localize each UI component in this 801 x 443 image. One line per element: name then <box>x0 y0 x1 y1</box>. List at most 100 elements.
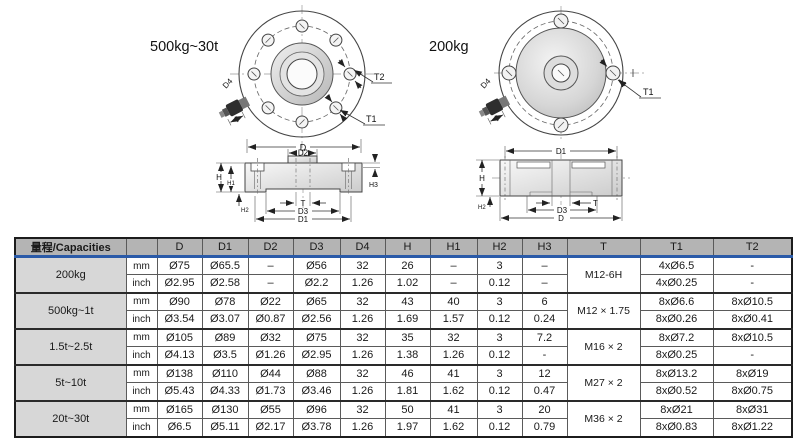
section-view-200kg: D1 H H2 T D3 D <box>476 146 630 223</box>
capacity-cell: 20t~30t <box>14 399 127 437</box>
value-cell: 0.12 <box>476 418 523 437</box>
value-cell: Ø65 <box>292 291 341 311</box>
value-cell: 0.24 <box>521 310 568 329</box>
value-cell: Ø78 <box>201 291 249 311</box>
value-cell: Ø0.87 <box>247 310 294 329</box>
value-cell: Ø3.07 <box>201 310 249 329</box>
unit-cell-mm: mm <box>125 327 158 347</box>
value-cell: - <box>521 346 568 365</box>
value-cell: – <box>247 256 294 275</box>
value-cell: Ø32 <box>247 327 294 347</box>
d2-dim-label: D2 <box>298 149 309 158</box>
table-header-row: 量程/Capacities D D1 D2 D3 D4 H H1 H2 H3 T… <box>14 237 793 258</box>
right-model-title: 200kg <box>429 39 469 55</box>
unit-cell-inch: inch <box>125 418 158 437</box>
value-cell: 3 <box>476 291 523 311</box>
col-header-t: T <box>566 237 641 258</box>
h-dim-label: H <box>479 174 485 183</box>
value-cell: Ø56 <box>292 256 341 275</box>
bolt-hole-slots <box>251 23 353 125</box>
col-header-d2: D2 <box>247 237 294 258</box>
t1-label: T1 <box>643 87 654 97</box>
value-cell: Ø2.58 <box>201 274 249 293</box>
value-cell: Ø138 <box>156 363 203 383</box>
value-cell: 8xØ19 <box>712 363 793 383</box>
value-cell: 3 <box>476 363 523 383</box>
cable-connector <box>478 95 511 125</box>
load-cell-drawings: 500kg~30t 200kg <box>150 5 661 224</box>
unit-cell-mm: mm <box>125 399 158 419</box>
value-cell: 1.81 <box>384 382 431 401</box>
col-header-d: D <box>156 237 203 258</box>
value-cell: 8xØ21 <box>639 399 714 419</box>
front-view-200kg: D4 T1 <box>478 6 661 142</box>
value-cell: 6 <box>521 291 568 311</box>
value-cell: 46 <box>384 363 431 383</box>
d-dim-label: D <box>558 214 564 223</box>
d-dim-label: D <box>300 143 307 153</box>
table-row-inch: inch Ø3.54 Ø3.07 Ø0.87 Ø2.56 1.26 1.69 1.57 0.12… <box>15 310 793 329</box>
value-cell: 32 <box>339 256 386 275</box>
value-cell: Ø3.46 <box>292 382 341 401</box>
value-cell: Ø75 <box>292 327 341 347</box>
value-cell: 8xØ7.2 <box>639 327 714 347</box>
value-cell: 8xØ0.26 <box>639 310 714 329</box>
unit-cell-mm: mm <box>125 291 158 311</box>
value-cell: 1.02 <box>384 274 431 293</box>
d4-label: D4 <box>221 76 235 90</box>
value-cell: 8xØ1.22 <box>712 418 793 437</box>
value-cell: Ø44 <box>247 363 294 383</box>
t1-label: T1 <box>366 114 377 124</box>
capacity-cell: 200kg <box>14 256 127 293</box>
value-cell: 41 <box>429 363 478 383</box>
capacity-cell: 1.5t~2.5t <box>14 327 127 365</box>
capacity-cell: 5t~10t <box>14 363 127 401</box>
value-cell: 0.12 <box>476 274 523 293</box>
value-cell: 1.26 <box>339 346 386 365</box>
value-cell: 0.12 <box>476 382 523 401</box>
col-header-d4: D4 <box>339 237 386 258</box>
col-header-t2: T2 <box>712 237 793 258</box>
value-cell: 3 <box>476 399 523 419</box>
value-cell: 32 <box>339 399 386 419</box>
value-cell: 0.47 <box>521 382 568 401</box>
value-cell: – <box>247 274 294 293</box>
table-row-mm: 200kg mm Ø75 Ø65.5– Ø56 32 26–3– M12-6H 4xØ6.5- <box>14 256 793 293</box>
table-row-inch: inch Ø6.5 Ø5.11 Ø2.17 Ø3.78 1.26 1.97 1.62 0.12 0… <box>15 418 793 437</box>
bolt-hole-slots <box>505 17 617 129</box>
value-cell: Ø55 <box>247 399 294 419</box>
value-cell: 50 <box>384 399 431 419</box>
value-cell: 1.69 <box>384 310 431 329</box>
left-model-title: 500kg~30t <box>150 39 218 55</box>
value-cell: Ø2.2 <box>292 274 341 293</box>
value-cell: 8xØ13.2 <box>639 363 714 383</box>
value-cell: Ø1.73 <box>247 382 294 401</box>
value-cell: 4xØ0.25 <box>639 274 714 293</box>
t2-label: T2 <box>374 72 385 82</box>
value-cell: 8xØ6.6 <box>639 291 714 311</box>
unit-cell-inch: inch <box>125 310 158 329</box>
value-cell: 0.79 <box>521 418 568 437</box>
value-cell: - <box>712 274 793 293</box>
value-cell: 8xØ0.83 <box>639 418 714 437</box>
value-cell: Ø130 <box>201 399 249 419</box>
value-cell: Ø2.17 <box>247 418 294 437</box>
col-header-h1: H1 <box>429 237 478 258</box>
value-cell: Ø88 <box>292 363 341 383</box>
value-cell: Ø3.54 <box>156 310 203 329</box>
value-cell: 8xØ0.75 <box>712 382 793 401</box>
unit-column-header <box>125 237 158 258</box>
value-cell: Ø89 <box>201 327 249 347</box>
value-cell: Ø2.95 <box>292 346 341 365</box>
col-header-h2: H2 <box>476 237 523 258</box>
table-row-inch: inch Ø2.95 Ø2.58– Ø2.2 1.26 1.02–0.12–4xØ0.25… <box>15 274 793 293</box>
value-cell: Ø3.78 <box>292 418 341 437</box>
value-cell: 1.57 <box>429 310 478 329</box>
table-row-inch: inch Ø5.43 Ø4.33 Ø1.73 Ø3.46 1.26 1.81 1.62 0.12… <box>15 382 793 401</box>
value-cell: 8xØ0.52 <box>639 382 714 401</box>
unit-cell-mm: mm <box>125 256 158 275</box>
unit-cell-inch: inch <box>125 346 158 365</box>
value-cell: Ø2.56 <box>292 310 341 329</box>
value-cell: 40 <box>429 291 478 311</box>
